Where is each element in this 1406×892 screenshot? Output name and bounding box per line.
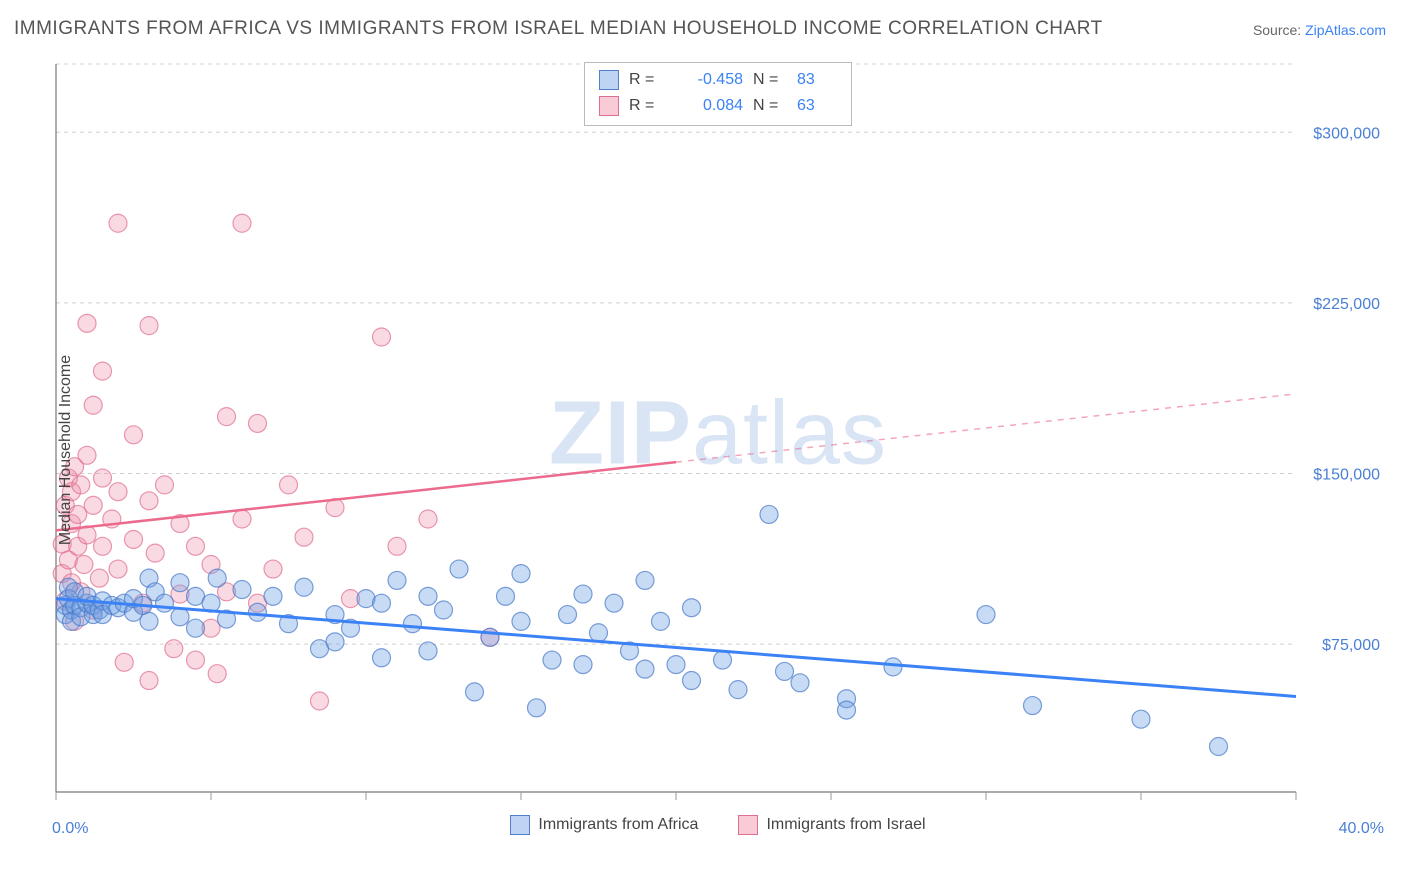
r-label: R = [629, 93, 663, 119]
r-label: R = [629, 67, 663, 93]
legend-item-pink: Immigrants from Israel [738, 815, 925, 835]
legend-row-blue: R = -0.458 N = 83 [599, 67, 837, 93]
n-value-pink: 63 [797, 93, 837, 119]
svg-text:$300,000: $300,000 [1313, 125, 1380, 142]
n-label: N = [753, 93, 787, 119]
scatter-plot: $75,000 $150,000 $225,000 $300,000 [50, 58, 1386, 842]
r-value-blue: -0.458 [673, 67, 743, 93]
n-value-blue: 83 [797, 67, 837, 93]
x-tick-start: 0.0% [52, 820, 88, 838]
legend-label-blue: Immigrants from Africa [538, 816, 698, 834]
source-prefix: Source: [1253, 22, 1305, 38]
chart-title: IMMIGRANTS FROM AFRICA VS IMMIGRANTS FRO… [14, 18, 1103, 40]
series-legend: Immigrants from Africa Immigrants from I… [50, 808, 1386, 842]
swatch-pink-icon [738, 815, 758, 835]
legend-label-pink: Immigrants from Israel [766, 816, 925, 834]
n-label: N = [753, 67, 787, 93]
legend-row-pink: R = 0.084 N = 63 [599, 93, 837, 119]
legend-item-blue: Immigrants from Africa [510, 815, 698, 835]
svg-text:$75,000: $75,000 [1322, 637, 1380, 654]
y-axis-label: Median Household Income [57, 355, 75, 545]
x-tick-end: 40.0% [1339, 820, 1384, 838]
source-link[interactable]: ZipAtlas.com [1305, 22, 1386, 38]
svg-text:$225,000: $225,000 [1313, 296, 1380, 313]
r-value-pink: 0.084 [673, 93, 743, 119]
swatch-blue-icon [510, 815, 530, 835]
correlation-legend: R = -0.458 N = 83 R = 0.084 N = 63 [584, 62, 852, 126]
svg-text:$150,000: $150,000 [1313, 467, 1380, 484]
swatch-blue-icon [599, 70, 619, 90]
swatch-pink-icon [599, 96, 619, 116]
source-credit: Source: ZipAtlas.com [1253, 22, 1386, 38]
chart-area: Median Household Income ZIPatlas R = -0.… [50, 58, 1386, 842]
